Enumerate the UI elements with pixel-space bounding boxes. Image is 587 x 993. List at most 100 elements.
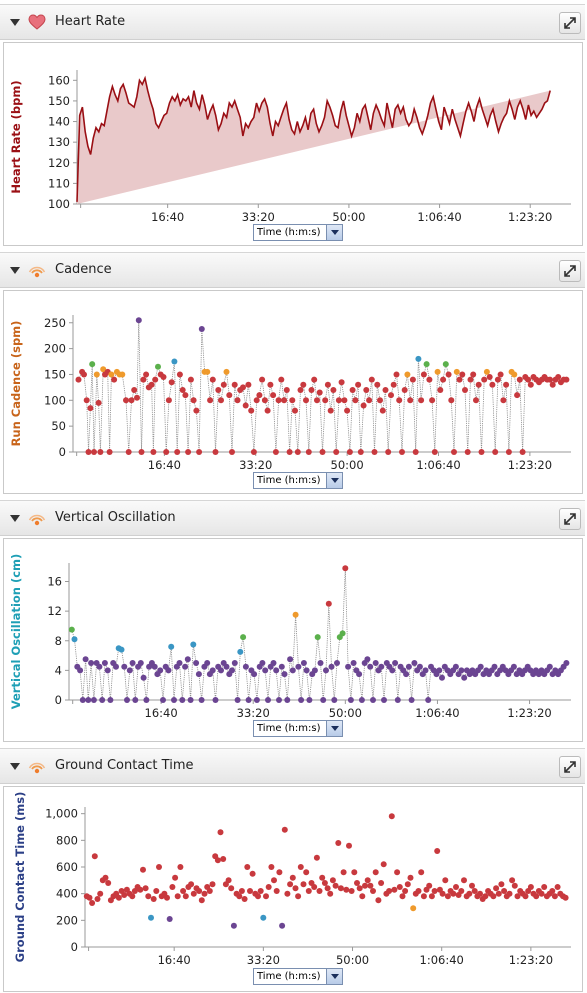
time-selector[interactable]: Time (h:m:s) (253, 968, 343, 985)
data-point (166, 916, 173, 922)
collapse-toggle-icon[interactable] (10, 763, 20, 770)
y-tick-label: 100 (44, 393, 66, 407)
x-tick-label: 16:40 (158, 953, 191, 967)
y-tick-label: 200 (56, 913, 78, 927)
data-point (377, 397, 383, 404)
data-point (77, 667, 84, 674)
data-point (172, 874, 179, 881)
data-point (212, 449, 219, 455)
data-point (423, 361, 430, 368)
data-point (226, 392, 233, 399)
time-selector[interactable]: Time (h:m:s) (253, 224, 343, 241)
data-point (119, 371, 126, 378)
data-point (341, 397, 348, 404)
data-point (131, 387, 138, 393)
data-point (335, 840, 342, 846)
chevron-down-icon (326, 225, 342, 240)
x-tick-label: 1:23:20 (508, 210, 552, 224)
data-point (402, 888, 409, 894)
run-dynamics-icon (28, 762, 46, 774)
time-selector-label: Time (h:m:s) (257, 971, 321, 982)
data-point (176, 371, 183, 378)
y-tick-label: 400 (56, 887, 78, 901)
time-selector[interactable]: Time (h:m:s) (253, 720, 343, 737)
data-point (121, 663, 128, 670)
expand-button[interactable] (559, 260, 581, 282)
data-point (217, 829, 224, 836)
expand-button[interactable] (559, 756, 581, 778)
y-tick-label: 140 (48, 115, 70, 129)
data-point (160, 697, 166, 703)
data-point (345, 663, 352, 670)
data-point (237, 648, 244, 655)
x-tick-label: 1:23:20 (509, 953, 553, 967)
data-point (442, 877, 449, 884)
data-point (292, 885, 299, 892)
data-point (332, 882, 339, 889)
data-point (379, 407, 386, 414)
time-selector[interactable]: Time (h:m:s) (253, 472, 343, 489)
data-point (453, 368, 460, 375)
data-point (289, 397, 296, 404)
data-point (169, 884, 176, 890)
data-point (467, 376, 474, 383)
data-point (514, 893, 521, 900)
data-point (514, 392, 521, 399)
data-point (525, 376, 532, 383)
data-point (554, 884, 561, 890)
data-point (165, 667, 172, 674)
data-point (407, 874, 414, 881)
data-point (303, 397, 309, 404)
data-point (148, 381, 155, 388)
collapse-toggle-icon[interactable] (10, 19, 20, 26)
data-point (308, 387, 315, 393)
data-point (420, 893, 427, 900)
data-point (249, 870, 256, 877)
data-point (303, 869, 310, 876)
x-tick-label: 50:00 (331, 458, 364, 472)
y-tick-label: 50 (51, 419, 66, 433)
collapse-toggle-icon[interactable] (10, 515, 20, 522)
expand-button[interactable] (559, 12, 581, 34)
data-point (260, 914, 267, 921)
data-point (300, 660, 307, 666)
data-point (492, 449, 499, 455)
data-point (94, 896, 101, 902)
data-point (498, 881, 505, 888)
x-tick-label: 33:20 (237, 706, 270, 720)
data-point (97, 449, 104, 455)
data-point (100, 366, 107, 373)
vertical-oscillation-panel: Vertical Oscillation 0 4 8 12 16 16:40 33:20 50… (0, 500, 587, 744)
panel-title: Ground Contact Time (55, 758, 194, 773)
collapse-toggle-icon[interactable] (10, 267, 20, 274)
data-point (344, 407, 351, 414)
x-tick-label: 50:00 (332, 210, 365, 224)
data-point (436, 667, 443, 674)
data-point (234, 397, 241, 404)
data-point (83, 397, 90, 404)
y-tick-label: 12 (47, 604, 62, 618)
data-point (541, 884, 548, 890)
chevron-down-icon (326, 969, 342, 984)
heart-rate-area (77, 78, 551, 204)
data-point (204, 660, 211, 666)
time-selector-label: Time (h:m:s) (257, 227, 321, 238)
data-point (475, 381, 482, 388)
data-point (389, 667, 396, 674)
data-point (404, 881, 411, 888)
data-point (459, 371, 466, 378)
expand-button[interactable] (559, 508, 581, 530)
data-point (151, 663, 158, 670)
data-point (316, 888, 323, 894)
data-point (292, 611, 299, 618)
data-point (425, 697, 432, 703)
data-point (331, 697, 338, 703)
data-point (294, 449, 301, 455)
data-point (334, 660, 340, 666)
data-point (143, 697, 150, 703)
data-point (343, 886, 350, 893)
data-point (179, 697, 186, 703)
data-point (385, 449, 392, 455)
data-point (182, 392, 189, 399)
data-point (321, 880, 328, 886)
